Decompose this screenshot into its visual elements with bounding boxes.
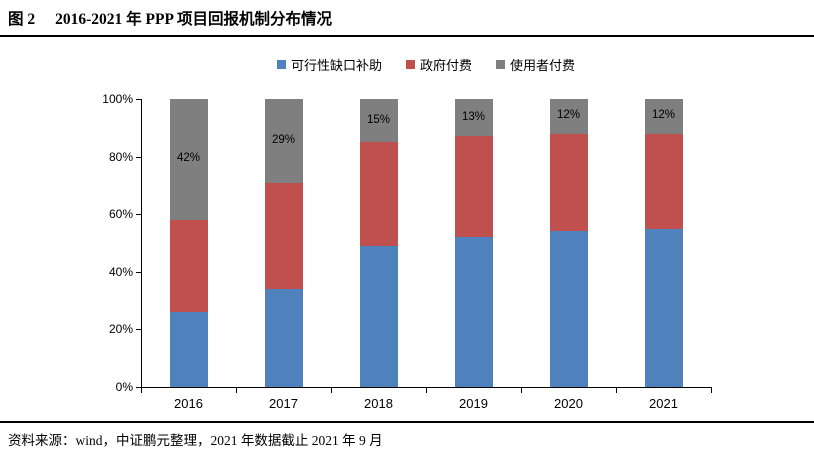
bar-segment-2019-0: [454, 237, 493, 387]
y-axis-tick: [136, 387, 141, 388]
legend-swatch-icon: [276, 60, 286, 69]
x-axis-tick: [521, 388, 522, 393]
bar-segment-2016-1: [169, 219, 208, 313]
bar-data-label: 12%: [651, 109, 676, 122]
bar-data-label: 13%: [461, 110, 486, 123]
x-axis-category-label: 2016: [174, 396, 203, 411]
legend-swatch-icon: [405, 60, 415, 69]
y-axis-tick: [136, 271, 141, 273]
x-axis-tick: [331, 388, 332, 393]
bar-segment-2021-2: [644, 99, 683, 134]
bar-segment-2016-2: [169, 99, 208, 220]
x-axis-tick: [426, 388, 427, 393]
y-axis-tick: [136, 99, 141, 100]
bar-segment-2020-0: [549, 231, 588, 387]
x-axis-category-label: 2019: [459, 396, 488, 411]
bar-segment-2019-1: [454, 136, 493, 238]
figure-title: 图 2 2016-2021 年 PPP 项目回报机制分布情况: [8, 7, 332, 29]
x-axis-tick: [711, 388, 712, 393]
x-axis-tick: [616, 388, 617, 393]
figure-number: 图 2: [8, 11, 36, 28]
x-axis-category-label: 2017: [269, 396, 298, 411]
y-axis-tick-label: 100%: [102, 92, 133, 106]
bar-data-label: 15%: [366, 113, 391, 126]
x-axis-line: [141, 387, 712, 388]
x-axis-tick: [236, 388, 237, 393]
bar-segment-2021-0: [644, 228, 683, 387]
legend-label: 政府付费: [419, 58, 472, 73]
x-axis-category-label: 2018: [364, 396, 393, 411]
bar-segment-2020-1: [549, 133, 588, 232]
bar-data-label: 42%: [176, 152, 201, 165]
legend-label: 使用者付费: [510, 58, 576, 73]
y-axis-line: [141, 99, 142, 388]
legend-label: 可行性缺口补助: [290, 58, 382, 73]
bar-segment-2018-0: [359, 245, 398, 387]
bar-segment-2020-2: [549, 99, 588, 134]
figure-title-text: 2016-2021 年 PPP 项目回报机制分布情况: [55, 11, 332, 28]
bar-segment-2018-1: [359, 142, 398, 246]
bar-segment-2021-1: [644, 133, 683, 229]
source-note: 资料来源：wind，中证鹏元整理，2021 年数据截止 2021 年 9 月: [8, 433, 383, 448]
bar-segment-2016-0: [169, 312, 208, 387]
plot-area: 0% 20% 40% 60% 80% 100% 42% 2016 29% 2017 15% 2018 1…: [102, 92, 712, 411]
bar-segment-2017-0: [264, 289, 303, 387]
bar-data-label: 29%: [271, 133, 296, 146]
y-axis-tick: [136, 156, 141, 158]
y-axis-tick-label: 20%: [108, 322, 133, 337]
legend-item-0: 可行性缺口补助: [276, 55, 382, 74]
x-axis-category-label: 2021: [649, 396, 678, 411]
y-axis-tick-label: 0%: [115, 380, 133, 394]
y-axis-tick-label: 40%: [108, 264, 133, 279]
bar-segment-2019-2: [454, 99, 493, 137]
bar-segment-2017-2: [264, 99, 303, 183]
y-axis-tick-label: 60%: [108, 207, 133, 222]
chart-legend: 可行性缺口补助 政府付费 使用者付费: [141, 55, 711, 74]
bar-segment-2017-1: [264, 182, 303, 290]
bar-data-label: 12%: [556, 109, 581, 122]
title-divider-line: [0, 35, 814, 37]
legend-item-1: 政府付费: [405, 55, 472, 74]
legend-item-2: 使用者付费: [496, 55, 575, 74]
y-axis-tick: [136, 214, 141, 216]
bar-segment-2018-2: [359, 99, 398, 143]
legend-swatch-icon: [496, 60, 505, 69]
y-axis-tick-label: 80%: [108, 149, 133, 164]
footer-divider-line: [0, 421, 814, 423]
y-axis-tick: [136, 329, 141, 331]
x-axis-tick: [141, 388, 142, 393]
x-axis-category-label: 2020: [554, 396, 583, 411]
